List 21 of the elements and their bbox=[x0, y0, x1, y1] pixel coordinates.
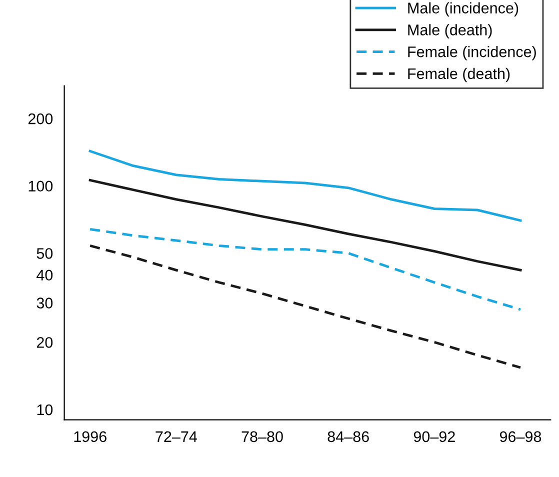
legend-label: Male (death) bbox=[408, 24, 492, 38]
x-tick-label: 78–80 bbox=[242, 431, 283, 442]
y-tick-label: 200 bbox=[28, 113, 53, 124]
line-series bbox=[88, 150, 522, 222]
x-tick-label: 1996 bbox=[74, 431, 106, 442]
x-tick-label: 90–92 bbox=[414, 431, 455, 442]
y-tick-label: 100 bbox=[28, 180, 53, 192]
line-series bbox=[88, 244, 522, 369]
y-tick-label: 50 bbox=[36, 248, 53, 259]
y-tick-label: 30 bbox=[36, 298, 53, 308]
legend-label: Female (incidence) bbox=[408, 46, 536, 60]
x-tick-label: 84–86 bbox=[328, 431, 369, 442]
legend-label: Male (incidence) bbox=[408, 2, 518, 16]
y-tick-label: 40 bbox=[36, 270, 53, 281]
y-tick-label: 10 bbox=[37, 404, 53, 416]
x-tick-label: 72–74 bbox=[156, 431, 197, 442]
y-tick-label: 20 bbox=[36, 337, 53, 348]
x-tick-label: 96–98 bbox=[500, 431, 542, 442]
line-series bbox=[88, 178, 522, 272]
legend-label: Female (death) bbox=[408, 68, 510, 82]
line-series bbox=[88, 228, 522, 311]
